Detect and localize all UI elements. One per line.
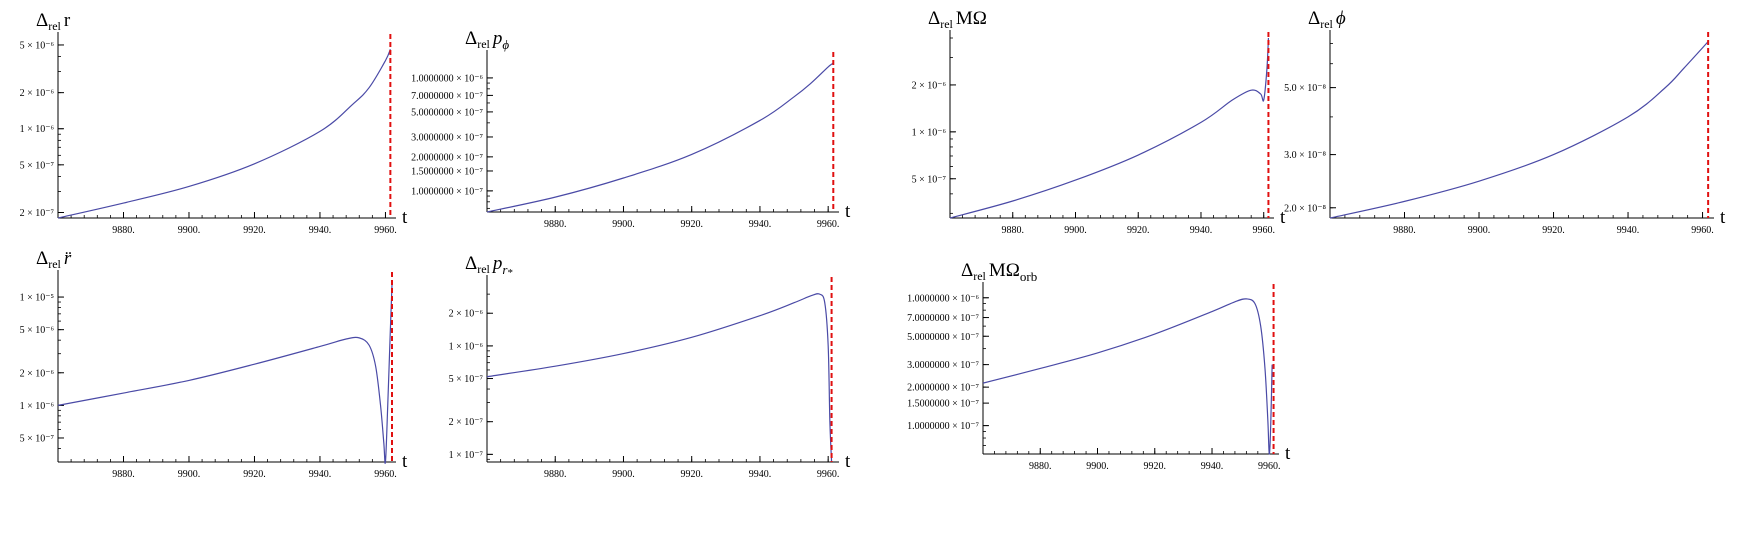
x-tick-label: 9900. [178, 469, 201, 480]
y-tick-label: 2.0 × 10⁻⁸ [1284, 203, 1326, 214]
y-tick-label: 2 × 10⁻⁶ [912, 80, 947, 91]
x-tick-label: 9900. [612, 219, 635, 230]
x-tick-label: 9920. [680, 469, 703, 480]
x-tick-label: 9900. [612, 469, 635, 480]
y-tick-label: 2 × 10⁻⁷ [449, 417, 484, 428]
x-tick-label: 9900. [1468, 225, 1491, 236]
y-tick-label: 2 × 10⁻⁶ [20, 88, 55, 99]
y-tick-label: 2 × 10⁻⁶ [20, 368, 55, 379]
chart-panel-5: Δrel r̈ 5 × 10⁻⁷ 1 × 10⁻⁶ 2 × 10⁻⁶ 5 × 10⁻⁶ 1 … [20, 248, 408, 480]
x-tick-label: 9960. [817, 469, 840, 480]
y-tick-label: 2 × 10⁻⁷ [20, 208, 55, 219]
data-curve [982, 298, 1273, 455]
x-tick-label: 9880. [544, 469, 567, 480]
x-axis-label: t [1280, 207, 1286, 228]
y-tick-label: 2.0000000 × 10⁻⁷ [907, 383, 979, 394]
data-curve [486, 293, 833, 463]
x-tick-label: 9920. [243, 225, 266, 236]
y-tick-label: 5 × 10⁻⁶ [20, 325, 55, 336]
y-tick-label: 3.0000000 × 10⁻⁷ [907, 360, 979, 371]
y-tick-label: 7.0000000 × 10⁻⁷ [907, 313, 979, 324]
y-tick-label: 1 × 10⁻⁶ [449, 341, 484, 352]
x-tick-label: 9920. [1127, 225, 1150, 236]
x-tick-label: 9900. [178, 225, 201, 236]
x-axis-label: t [845, 451, 851, 472]
data-curve [57, 284, 393, 464]
x-tick-label: 9960. [374, 469, 397, 480]
y-tick-label: 1 × 10⁻⁶ [20, 124, 55, 135]
y-tick-label: 1.5000000 × 10⁻⁷ [907, 399, 979, 410]
x-tick-label: 9960. [1258, 461, 1281, 472]
y-tick-label: 1.5000000 × 10⁻⁷ [411, 166, 483, 177]
x-tick-label: 9940. [749, 469, 772, 480]
y-tick-label: 5 × 10⁻⁷ [20, 433, 55, 444]
y-tick-label: 7.0000000 × 10⁻⁷ [411, 91, 483, 102]
x-tick-label: 9920. [1144, 461, 1167, 472]
y-tick-label: 5 × 10⁻⁷ [449, 374, 484, 385]
x-tick-label: 9900. [1064, 225, 1087, 236]
x-tick-label: 9940. [1617, 225, 1640, 236]
x-tick-label: 9940. [749, 219, 772, 230]
y-tick-label: 5.0000000 × 10⁻⁷ [907, 332, 979, 343]
y-tick-label: 5.0000000 × 10⁻⁷ [411, 107, 483, 118]
y-tick-label: 3.0000000 × 10⁻⁷ [411, 132, 483, 143]
y-tick-label: 1 × 10⁻⁶ [20, 401, 55, 412]
x-tick-label: 9920. [680, 219, 703, 230]
x-tick-label: 9940. [309, 225, 332, 236]
chart-panel-2: Δrel pϕ 1.0000000 × 10⁻⁷ 1.5000000 × 10⁻⁷ 2.… [411, 28, 851, 230]
x-axis-label: t [1720, 207, 1726, 228]
chart-title: Δrel r [36, 10, 71, 33]
x-axis-label: t [1285, 443, 1291, 464]
y-tick-label: 2 × 10⁻⁶ [449, 309, 484, 320]
x-tick-label: 9920. [1542, 225, 1565, 236]
x-tick-label: 9960. [817, 219, 840, 230]
y-tick-label: 1.0000000 × 10⁻⁷ [907, 421, 979, 432]
x-tick-label: 9880. [544, 219, 567, 230]
y-tick-label: 3.0 × 10⁻⁸ [1284, 150, 1326, 161]
chart-title: Δrel pϕ [465, 28, 509, 52]
x-tick-label: 9880. [1029, 461, 1052, 472]
x-tick-label: 9880. [112, 469, 135, 480]
x-tick-label: 9880. [1001, 225, 1024, 236]
chart-title: Δrel MΩ [928, 8, 987, 31]
y-tick-label: 5 × 10⁻⁷ [912, 174, 947, 185]
x-axis-label: t [402, 451, 408, 472]
y-tick-label: 1 × 10⁻⁶ [912, 127, 947, 138]
data-curve [486, 62, 834, 213]
chart-panel-4: Δrel ϕ 2.0 × 10⁻⁸ 3.0 × 10⁻⁸ 5.0 × 10⁻⁸ 9880.… [1284, 8, 1726, 236]
y-tick-label: 1.0000000 × 10⁻⁶ [411, 73, 483, 84]
x-tick-label: 9940. [1201, 461, 1224, 472]
x-tick-label: 9940. [1190, 225, 1213, 236]
chart-title: Δrel pr* [465, 253, 513, 279]
x-tick-label: 9960. [1252, 225, 1275, 236]
chart-title: Δrel MΩorb [961, 260, 1037, 284]
x-tick-label: 9900. [1086, 461, 1109, 472]
chart-panel-6: Δrel pr* 1 × 10⁻⁷ 2 × 10⁻⁷ 5 × 10⁻⁷ 1 × 10⁻⁶ 2… [449, 253, 851, 480]
y-tick-label: 1 × 10⁻⁷ [449, 450, 484, 461]
y-tick-label: 5.0 × 10⁻⁸ [1284, 83, 1326, 94]
data-curve [57, 49, 391, 219]
chart-panel-7: Δrel MΩorb 1.0000000 × 10⁻⁷ 1.5000000 × 10⁻… [907, 260, 1291, 472]
y-tick-label: 1 × 10⁻⁵ [20, 293, 54, 304]
chart-title: Δrel r̈ [36, 248, 72, 271]
x-tick-label: 9940. [309, 469, 332, 480]
chart-panel-1: Δrel r 2 × 10⁻⁷ 5 × 10⁻⁷ 1 × 10⁻⁶ 2 × 10⁻⁶ 5 ×… [20, 10, 408, 236]
x-tick-label: 9880. [112, 225, 135, 236]
data-curve [1329, 41, 1709, 219]
y-tick-label: 2.0000000 × 10⁻⁷ [411, 152, 483, 163]
x-tick-label: 9880. [1393, 225, 1416, 236]
chart-title: Δrel ϕ [1308, 8, 1346, 31]
x-axis-label: t [402, 207, 408, 228]
x-tick-label: 9920. [243, 469, 266, 480]
y-tick-label: 1.0000000 × 10⁻⁷ [411, 186, 483, 197]
y-tick-label: 5 × 10⁻⁶ [20, 40, 55, 51]
x-axis-label: t [845, 201, 851, 222]
x-tick-label: 9960. [1691, 225, 1714, 236]
data-curve [949, 37, 1270, 219]
y-tick-label: 1.0000000 × 10⁻⁶ [907, 293, 979, 304]
chart-panel-3: Δrel MΩ 5 × 10⁻⁷ 1 × 10⁻⁶ 2 × 10⁻⁶ 9880. 9900.… [912, 8, 1286, 236]
x-tick-label: 9960. [374, 225, 397, 236]
y-tick-label: 5 × 10⁻⁷ [20, 160, 55, 171]
